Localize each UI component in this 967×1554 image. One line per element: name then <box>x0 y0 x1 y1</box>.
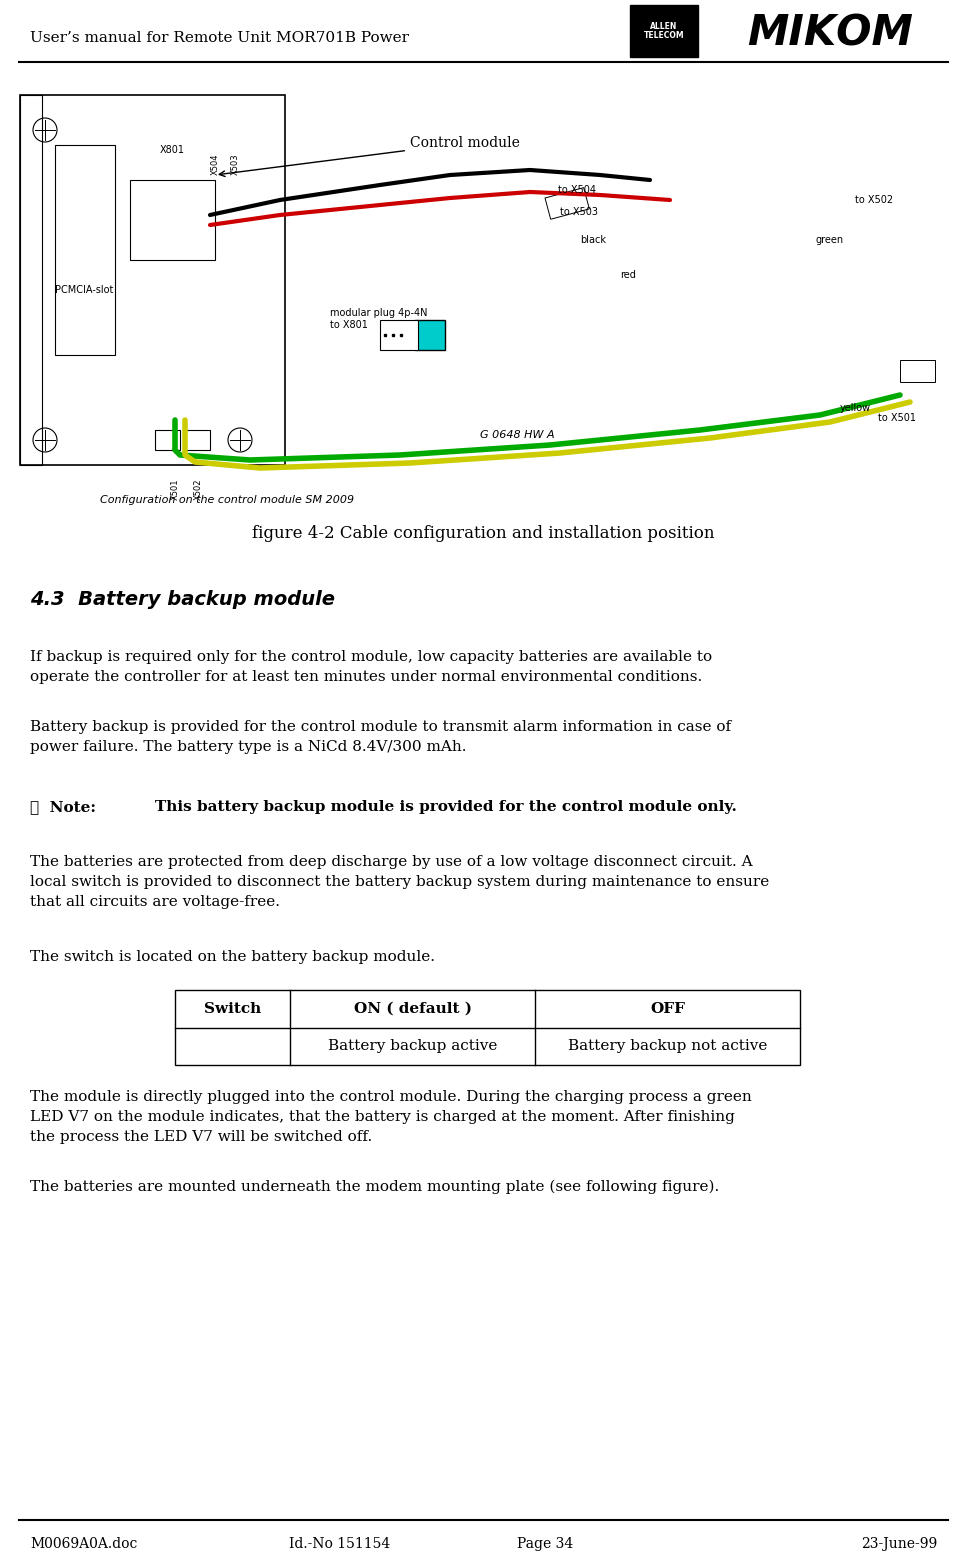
Text: ☞  Note:: ☞ Note: <box>30 800 96 814</box>
Text: black: black <box>580 235 606 246</box>
Text: Battery backup is provided for the control module to transmit alarm information : Battery backup is provided for the contr… <box>30 720 731 733</box>
Text: The module is directly plugged into the control module. During the charging proc: The module is directly plugged into the … <box>30 1089 751 1103</box>
Text: X501: X501 <box>170 479 180 499</box>
Text: to X801: to X801 <box>330 320 367 329</box>
Text: Id.-No 151154: Id.-No 151154 <box>289 1537 391 1551</box>
Text: OFF: OFF <box>650 1002 685 1016</box>
Text: modular plug 4p-4N: modular plug 4p-4N <box>330 308 427 319</box>
Text: local switch is provided to disconnect the battery backup system during maintena: local switch is provided to disconnect t… <box>30 875 770 889</box>
Text: Battery backup active: Battery backup active <box>328 1040 497 1054</box>
Bar <box>415 320 445 350</box>
Text: Configuration on the control module SM 2009: Configuration on the control module SM 2… <box>100 496 354 505</box>
Text: ALLEN
TELECOM: ALLEN TELECOM <box>644 22 685 40</box>
Text: User’s manual for Remote Unit MOR701B Power: User’s manual for Remote Unit MOR701B Po… <box>30 31 409 45</box>
Text: X801: X801 <box>160 145 185 155</box>
Text: yellow: yellow <box>840 402 871 413</box>
Text: LED V7 on the module indicates, that the battery is charged at the moment. After: LED V7 on the module indicates, that the… <box>30 1110 735 1124</box>
Text: to X502: to X502 <box>855 194 894 205</box>
Text: If backup is required only for the control module, low capacity batteries are av: If backup is required only for the contr… <box>30 650 712 664</box>
Text: Control module: Control module <box>220 137 520 177</box>
Bar <box>20 95 42 465</box>
Text: M0069A0A.doc: M0069A0A.doc <box>30 1537 137 1551</box>
Text: X504: X504 <box>211 154 220 176</box>
Text: figure 4-2 Cable configuration and installation position: figure 4-2 Cable configuration and insta… <box>252 525 715 542</box>
Text: red: red <box>620 270 636 280</box>
Text: Page 34: Page 34 <box>517 1537 573 1551</box>
Text: X502: X502 <box>193 479 202 499</box>
Text: The batteries are protected from deep discharge by use of a low voltage disconne: The batteries are protected from deep di… <box>30 855 752 869</box>
Bar <box>380 320 418 350</box>
Text: G 0648 HW A: G 0648 HW A <box>480 430 555 440</box>
Text: This battery backup module is provided for the control module only.: This battery backup module is provided f… <box>155 800 737 814</box>
Text: operate the controller for at least ten minutes under normal environmental condi: operate the controller for at least ten … <box>30 670 702 684</box>
Bar <box>130 180 215 260</box>
Bar <box>55 145 115 354</box>
Text: that all circuits are voltage-free.: that all circuits are voltage-free. <box>30 895 280 909</box>
Text: to X503: to X503 <box>560 207 598 218</box>
Bar <box>155 430 180 451</box>
Bar <box>20 95 285 465</box>
Text: 4.3  Battery backup module: 4.3 Battery backup module <box>30 591 335 609</box>
Text: The switch is located on the battery backup module.: The switch is located on the battery bac… <box>30 949 435 963</box>
Text: MIKΟM: MIKΟM <box>747 12 913 54</box>
Text: green: green <box>815 235 843 246</box>
Text: to X504: to X504 <box>558 185 596 194</box>
Text: power failure. The battery type is a NiCd 8.4V/300 mAh.: power failure. The battery type is a NiC… <box>30 740 466 754</box>
Text: the process the LED V7 will be switched off.: the process the LED V7 will be switched … <box>30 1130 372 1144</box>
Bar <box>175 990 800 1064</box>
Text: X503: X503 <box>230 154 240 176</box>
Bar <box>630 5 698 57</box>
Text: ON ( default ): ON ( default ) <box>354 1002 472 1016</box>
Bar <box>185 430 210 451</box>
Bar <box>900 361 935 382</box>
Bar <box>545 188 589 219</box>
Text: to X501: to X501 <box>878 413 916 423</box>
Text: The batteries are mounted underneath the modem mounting plate (see following fig: The batteries are mounted underneath the… <box>30 1179 719 1195</box>
Text: Battery backup not active: Battery backup not active <box>568 1040 767 1054</box>
Text: Switch: Switch <box>204 1002 261 1016</box>
Text: PCMCIA-slot: PCMCIA-slot <box>55 284 113 295</box>
Text: 23-June-99: 23-June-99 <box>861 1537 937 1551</box>
